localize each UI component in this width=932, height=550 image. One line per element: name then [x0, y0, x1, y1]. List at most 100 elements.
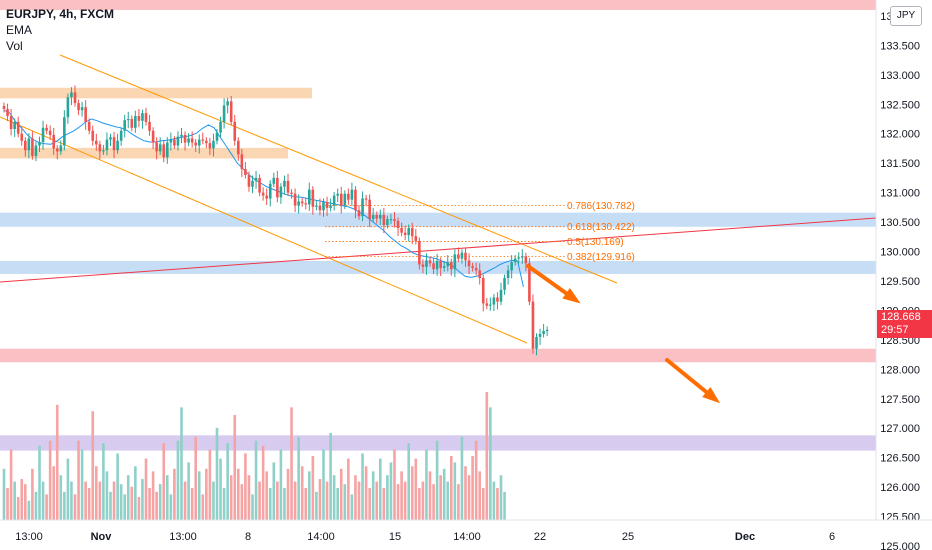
volume-bar — [158, 484, 162, 520]
candle-body — [290, 192, 293, 194]
volume-bar — [215, 427, 219, 520]
candle-body — [219, 121, 222, 133]
volume-bar — [222, 488, 226, 520]
volume-bar — [77, 440, 80, 520]
projection-arrow-1-head — [562, 288, 581, 304]
candle-body — [535, 336, 538, 349]
candle-body — [123, 120, 126, 131]
price-tick-label: 126.000 — [880, 482, 920, 494]
volume-bar — [414, 458, 418, 520]
volume-bar — [6, 488, 9, 520]
price-tick-label: 133.000 — [880, 70, 920, 82]
volume-bar — [130, 486, 134, 520]
time-tick-label: 6 — [829, 531, 835, 543]
volume-bar — [329, 432, 332, 520]
price-tick-label: 132.000 — [880, 129, 920, 141]
volume-bar — [474, 440, 478, 520]
candle-body — [84, 107, 87, 122]
candle-body — [73, 92, 77, 104]
candle-body — [357, 210, 361, 217]
candle-body — [59, 145, 63, 152]
ema-line — [3, 109, 524, 288]
price-tick-label: 130.000 — [880, 247, 920, 259]
volume-bar — [48, 440, 52, 520]
candle-body — [496, 297, 499, 302]
price-tick-label: 125.500 — [880, 512, 920, 524]
time-tick-label: Dec — [735, 531, 755, 543]
candle-body — [453, 254, 457, 270]
volume-bar — [240, 484, 244, 520]
candle-body — [478, 270, 481, 279]
candle-body — [481, 278, 485, 304]
volume-bar — [311, 456, 315, 520]
candle-body — [286, 180, 290, 193]
price-tick-label: 133.500 — [880, 40, 920, 52]
volume-bar — [325, 481, 329, 520]
candle-body — [201, 139, 205, 141]
candle-body — [450, 262, 453, 270]
resistance_red-zone — [0, 0, 876, 11]
volume-bar — [389, 462, 393, 520]
candle-body — [343, 193, 347, 206]
candle-body — [421, 264, 425, 267]
volume-bar — [279, 449, 283, 520]
candle-body — [513, 258, 517, 263]
price-tick-label: 125.000 — [880, 541, 920, 550]
volume-bar — [368, 488, 371, 520]
candle-body — [492, 297, 496, 305]
volume-bar — [286, 468, 290, 520]
volume-bar — [396, 484, 400, 520]
volume-bar — [357, 481, 361, 520]
volume-bar — [148, 488, 151, 520]
candle-body — [386, 219, 389, 226]
candle-body — [38, 141, 41, 146]
candle-body — [375, 215, 379, 219]
candle-body — [503, 278, 506, 290]
candle-body — [293, 193, 297, 206]
volume-bar — [126, 475, 130, 520]
volume-bar — [134, 466, 137, 520]
volume-bar — [112, 481, 116, 520]
volume-bar — [52, 466, 55, 520]
time-tick-label: 25 — [622, 531, 634, 543]
currency-badge[interactable]: JPY — [890, 6, 922, 26]
candle-body — [332, 195, 336, 206]
candle-body — [215, 132, 219, 141]
volume-indicator-label[interactable]: Vol — [6, 39, 23, 53]
volume-bar — [244, 453, 247, 520]
candle-body — [176, 136, 180, 146]
candle-body — [187, 138, 190, 143]
candle-body — [300, 201, 304, 204]
candle-body — [464, 252, 467, 261]
candle-body — [403, 232, 407, 236]
candle-body — [432, 263, 435, 270]
time-tick-label: 15 — [389, 531, 401, 543]
symbol-label[interactable]: EURJPY, 4h, FXCM — [6, 7, 115, 21]
bar-countdown: 29:57 — [881, 324, 909, 336]
price-tick-label: 127.500 — [880, 394, 920, 406]
candle-body — [410, 227, 414, 237]
volume-bar — [176, 440, 180, 520]
candle-body — [95, 140, 98, 145]
volume-bar — [212, 481, 215, 520]
volume-bar — [300, 466, 304, 520]
volume-bar — [268, 488, 272, 520]
candle-body — [34, 145, 38, 157]
candle-body — [102, 150, 105, 152]
candle-body — [428, 260, 432, 264]
candle-body — [471, 266, 474, 269]
candle-body — [304, 203, 308, 205]
volume-bar — [450, 456, 453, 520]
candle-body — [66, 97, 70, 118]
candle-body — [538, 333, 542, 337]
price-tick-label: 127.000 — [880, 423, 920, 435]
volume-bar — [371, 471, 375, 520]
volume-bar — [418, 488, 421, 520]
volume-bar — [166, 475, 169, 520]
volume-bar — [16, 496, 20, 520]
volume-bar — [315, 491, 318, 520]
ema-indicator-label[interactable]: EMA — [6, 23, 33, 37]
volume-bar — [254, 440, 258, 520]
candle-body — [24, 140, 27, 151]
